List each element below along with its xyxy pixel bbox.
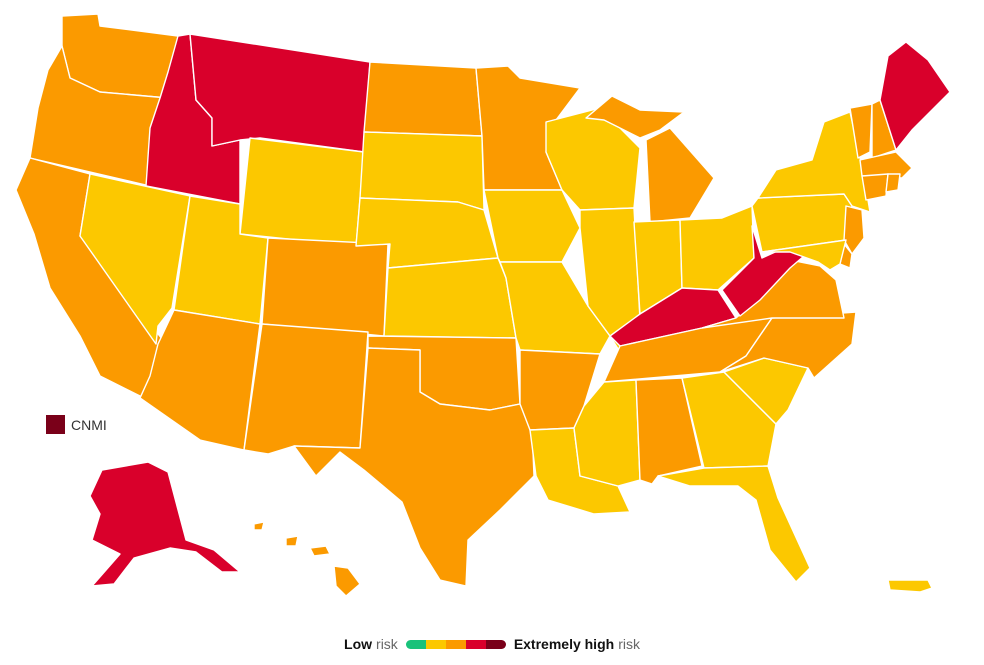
legend-swatch-high xyxy=(465,639,486,649)
legend-swatch-moderate xyxy=(425,639,446,649)
state-ak[interactable] xyxy=(89,461,241,587)
state-tx[interactable] xyxy=(293,347,535,587)
state-hi-1[interactable] xyxy=(253,521,265,531)
legend-low-word: Low xyxy=(344,636,373,652)
state-vt[interactable] xyxy=(849,103,873,159)
state-mi[interactable] xyxy=(645,127,715,223)
state-az[interactable] xyxy=(139,309,261,451)
cnmi-swatch[interactable] xyxy=(46,415,65,434)
legend-swatch-low xyxy=(405,639,426,649)
state-nd[interactable] xyxy=(363,61,483,137)
legend-high-suffix: risk xyxy=(618,636,640,652)
state-co[interactable] xyxy=(261,237,389,337)
cnmi-legend-item: CNMI xyxy=(46,415,107,434)
state-ri[interactable] xyxy=(885,173,901,193)
legend-swatch-extreme xyxy=(485,639,506,649)
state-hi-3[interactable] xyxy=(309,545,331,557)
state-me[interactable] xyxy=(879,41,951,151)
state-hi-2[interactable] xyxy=(285,535,299,547)
state-ma[interactable] xyxy=(859,151,913,179)
state-fl[interactable] xyxy=(657,465,811,583)
legend-high-word: Extremely high xyxy=(513,636,615,652)
state-wy[interactable] xyxy=(239,137,365,247)
legend-swatch-orange xyxy=(445,639,466,649)
state-hi-4[interactable] xyxy=(333,565,361,597)
state-mi-up[interactable] xyxy=(585,95,685,139)
state-md[interactable] xyxy=(761,239,847,271)
state-ct[interactable] xyxy=(861,173,889,201)
cnmi-label: CNMI xyxy=(71,416,107,433)
state-ks[interactable] xyxy=(383,257,517,339)
state-nj[interactable] xyxy=(843,205,865,255)
state-ia[interactable] xyxy=(483,189,581,263)
state-ga[interactable] xyxy=(681,371,777,469)
legend-low-suffix: risk xyxy=(376,636,398,652)
risk-legend: Low risk Extremely high risk xyxy=(0,636,984,652)
state-nm[interactable] xyxy=(243,323,369,455)
state-ms[interactable] xyxy=(573,379,641,487)
legend-color-scale xyxy=(405,639,506,649)
state-pr[interactable] xyxy=(887,579,933,593)
state-mt[interactable] xyxy=(189,33,371,153)
